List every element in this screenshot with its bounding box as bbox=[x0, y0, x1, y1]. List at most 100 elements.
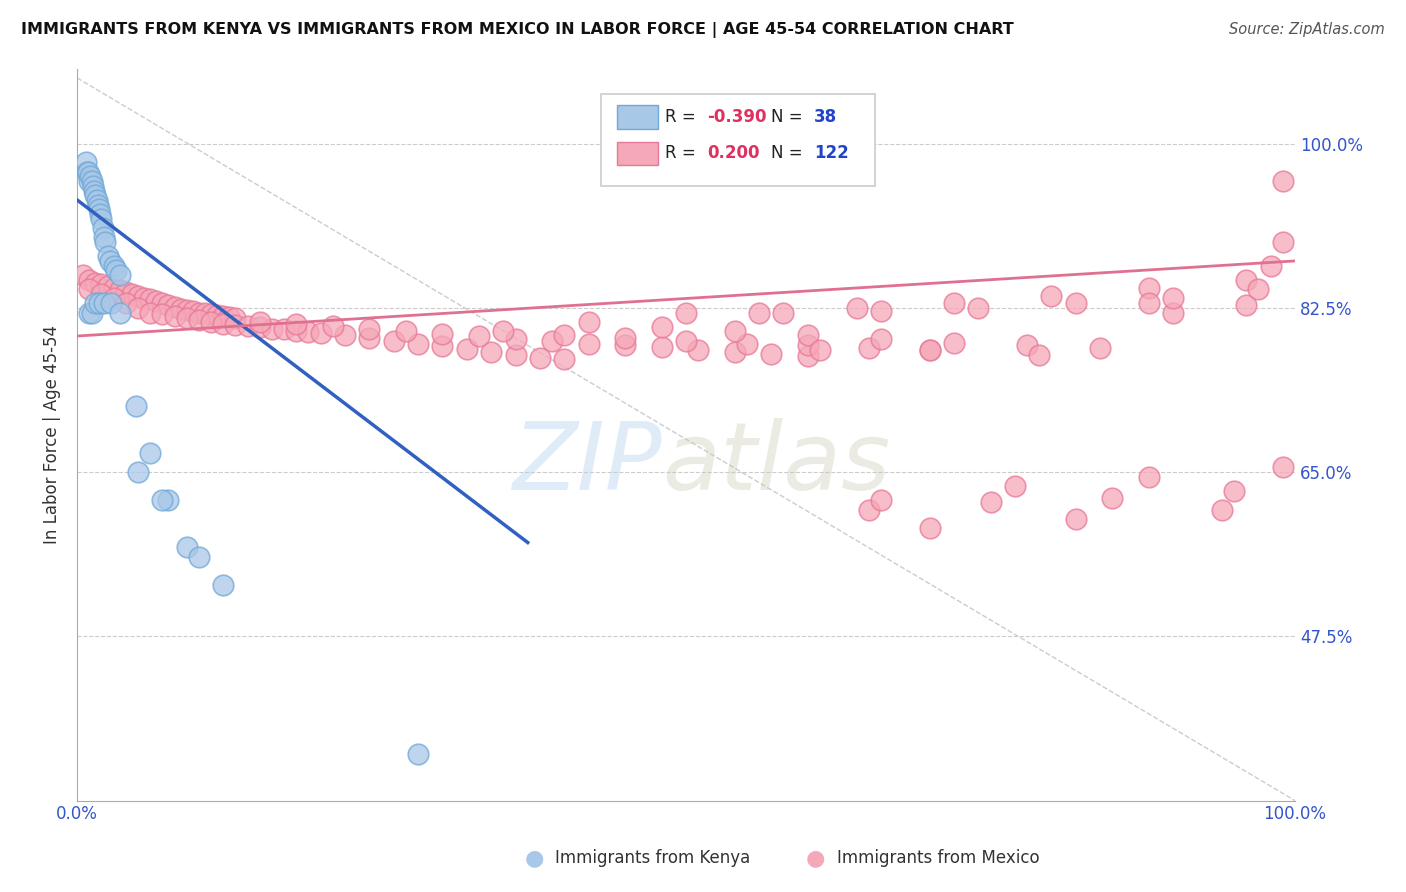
Text: ●: ● bbox=[806, 848, 825, 868]
Point bbox=[139, 446, 162, 460]
Point bbox=[205, 309, 228, 323]
Point bbox=[132, 291, 155, 305]
FancyBboxPatch shape bbox=[600, 95, 875, 186]
Point bbox=[139, 305, 162, 319]
Point bbox=[127, 465, 149, 479]
Point bbox=[359, 321, 381, 335]
Point bbox=[406, 747, 429, 761]
Point bbox=[651, 319, 673, 334]
Point bbox=[845, 301, 868, 315]
Point bbox=[1271, 460, 1294, 475]
Point bbox=[735, 336, 758, 351]
Point bbox=[249, 319, 271, 334]
Point bbox=[127, 301, 149, 315]
Point bbox=[176, 302, 198, 317]
Point bbox=[918, 343, 941, 357]
Point bbox=[1211, 502, 1233, 516]
Point bbox=[797, 328, 820, 343]
Point bbox=[236, 318, 259, 333]
Point bbox=[1064, 512, 1087, 526]
Text: Source: ZipAtlas.com: Source: ZipAtlas.com bbox=[1229, 22, 1385, 37]
Point bbox=[89, 207, 111, 221]
Point bbox=[1234, 273, 1257, 287]
Point bbox=[688, 343, 710, 357]
Text: Immigrants from Kenya: Immigrants from Kenya bbox=[555, 849, 751, 867]
Point bbox=[77, 282, 100, 296]
Point bbox=[1161, 292, 1184, 306]
Point bbox=[139, 293, 162, 307]
Point bbox=[870, 493, 893, 508]
Point bbox=[505, 348, 527, 362]
Point bbox=[96, 279, 118, 293]
Text: R =: R = bbox=[665, 145, 702, 162]
Point bbox=[200, 315, 222, 329]
Text: -0.390: -0.390 bbox=[707, 108, 766, 126]
Point bbox=[1040, 288, 1063, 302]
Point bbox=[157, 493, 180, 508]
Point bbox=[103, 259, 125, 273]
Point bbox=[79, 169, 101, 184]
Point bbox=[150, 308, 173, 322]
Point bbox=[1101, 491, 1123, 506]
Point bbox=[121, 286, 143, 301]
Point bbox=[181, 303, 204, 318]
Point bbox=[980, 495, 1002, 509]
Text: atlas: atlas bbox=[662, 418, 890, 509]
FancyBboxPatch shape bbox=[617, 142, 658, 165]
Point bbox=[1271, 174, 1294, 188]
Point bbox=[94, 235, 117, 249]
Text: N =: N = bbox=[772, 108, 808, 126]
Point bbox=[918, 521, 941, 535]
Point bbox=[1004, 479, 1026, 493]
Point bbox=[614, 338, 637, 352]
Point bbox=[1223, 483, 1246, 498]
Point bbox=[1015, 338, 1038, 352]
Point bbox=[187, 305, 209, 319]
Text: R =: R = bbox=[665, 108, 702, 126]
Point bbox=[77, 273, 100, 287]
Point bbox=[1088, 341, 1111, 355]
Text: 0.200: 0.200 bbox=[707, 145, 759, 162]
Point bbox=[176, 311, 198, 326]
Point bbox=[468, 329, 491, 343]
Point bbox=[432, 327, 454, 342]
Point bbox=[333, 328, 356, 343]
Point bbox=[90, 277, 112, 292]
Point bbox=[479, 345, 502, 359]
Y-axis label: In Labor Force | Age 45-54: In Labor Force | Age 45-54 bbox=[44, 325, 60, 544]
Point bbox=[103, 281, 125, 295]
Point bbox=[103, 292, 125, 306]
Point bbox=[124, 400, 146, 414]
Point bbox=[86, 193, 108, 207]
Point bbox=[77, 165, 100, 179]
Point bbox=[90, 286, 112, 301]
Point bbox=[249, 315, 271, 329]
Point bbox=[578, 315, 600, 329]
Point bbox=[105, 263, 128, 277]
Point bbox=[578, 336, 600, 351]
Point bbox=[1137, 470, 1160, 484]
Point bbox=[87, 296, 110, 310]
Point bbox=[761, 347, 783, 361]
Point bbox=[76, 165, 98, 179]
Point bbox=[1028, 348, 1050, 362]
Point bbox=[114, 285, 136, 299]
Point bbox=[943, 296, 966, 310]
Point bbox=[382, 334, 405, 348]
Point bbox=[218, 310, 240, 325]
Point bbox=[224, 311, 246, 326]
Point bbox=[553, 352, 575, 367]
Point bbox=[1260, 259, 1282, 273]
Point bbox=[505, 332, 527, 346]
Text: ZIP: ZIP bbox=[512, 418, 662, 509]
Point bbox=[108, 305, 131, 319]
Point bbox=[675, 305, 697, 319]
Point bbox=[90, 211, 112, 226]
Point bbox=[456, 342, 478, 356]
Point bbox=[492, 324, 515, 338]
Point bbox=[1064, 296, 1087, 310]
Point bbox=[406, 336, 429, 351]
Point bbox=[651, 340, 673, 354]
Point bbox=[309, 326, 332, 341]
Point bbox=[83, 184, 105, 198]
